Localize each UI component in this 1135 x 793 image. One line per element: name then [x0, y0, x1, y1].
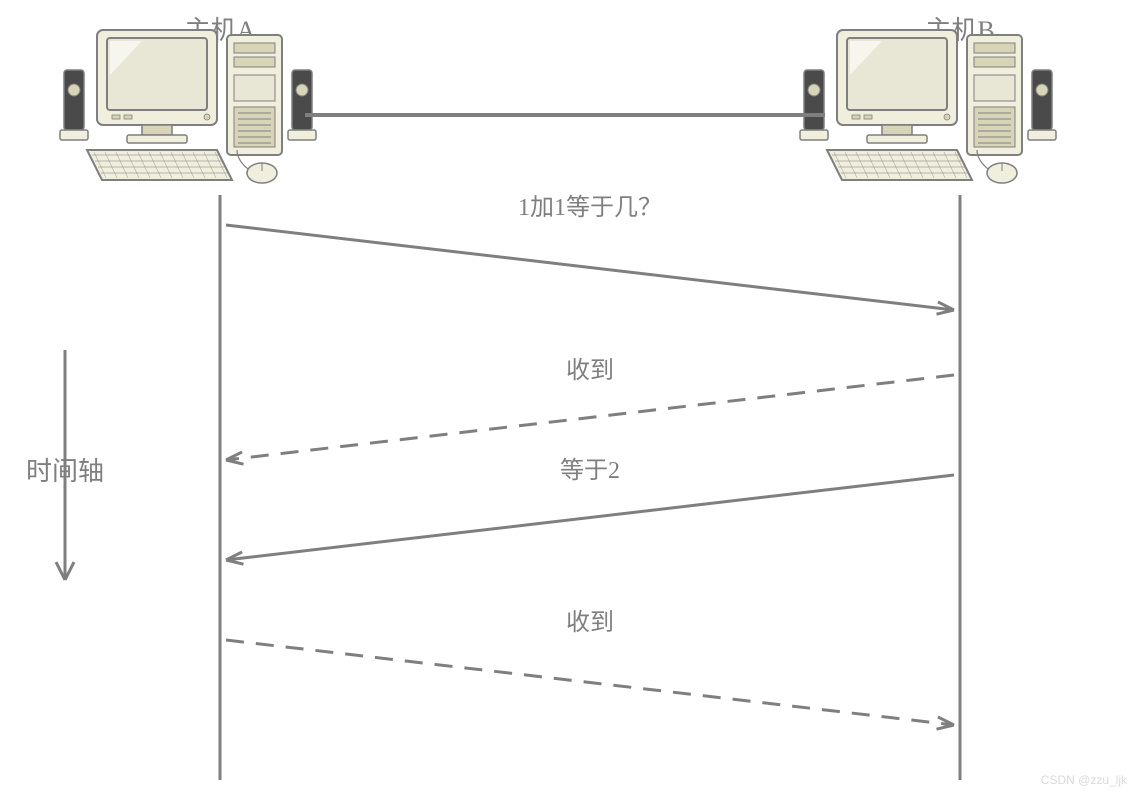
watermark-text: CSDN @zzu_ljk: [1041, 773, 1127, 787]
message-arrow-1: [226, 225, 954, 310]
message-arrow-4: [226, 640, 954, 725]
time-axis-label: 时间轴: [26, 457, 104, 486]
host-b-computer-icon: [800, 30, 1056, 183]
message-arrow-3: [226, 475, 954, 560]
host-a-computer-icon: [60, 30, 316, 183]
message-arrow-2: [226, 375, 954, 460]
message-label-1: 1加1等于几？: [518, 194, 662, 221]
message-label-2: 收到: [566, 357, 614, 384]
message-label-3: 等于2: [560, 457, 620, 484]
message-label-4: 收到: [566, 609, 614, 636]
